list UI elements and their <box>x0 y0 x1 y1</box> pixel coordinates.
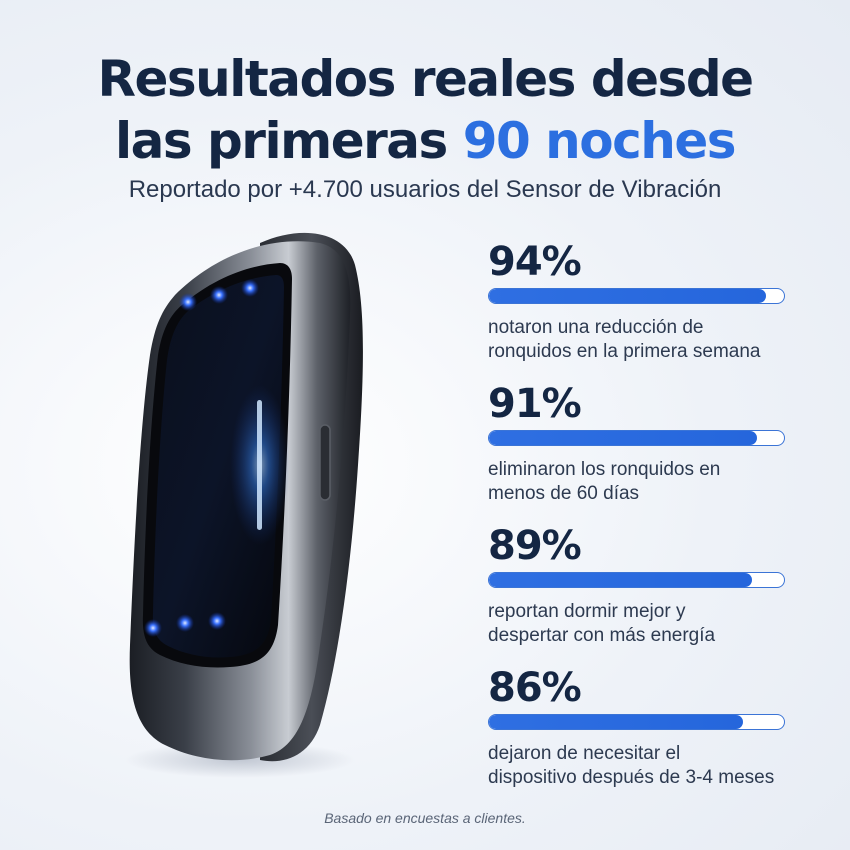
stat-description-line: reportan dormir mejor y <box>488 601 686 622</box>
title-line-1: Resultados reales desde <box>97 50 754 108</box>
stat-description: dejaron de necesitar el dispositivo desp… <box>488 742 818 790</box>
page-title: Resultados reales desde las primeras 90 … <box>0 48 850 172</box>
progress-bar-fill <box>489 715 743 729</box>
stat-description-line: ronquidos en la primera semana <box>488 341 761 362</box>
stat-description-line: menos de 60 días <box>488 483 640 504</box>
stat-item: 86% dejaron de necesitar el dispositivo … <box>488 664 808 790</box>
led-indicator <box>210 286 228 304</box>
title-line-2-prefix: las primeras <box>114 112 463 170</box>
stat-description: eliminaron los ronquidos en menos de 60 … <box>488 458 818 506</box>
stat-description: notaron una reducción de ronquidos en la… <box>488 316 818 364</box>
footnote: Basado en encuestas a clientes. <box>324 810 526 826</box>
progress-bar-fill <box>489 289 767 303</box>
progress-bar <box>488 430 785 446</box>
stat-item: 89% reportan dormir mejor y despertar co… <box>488 522 808 648</box>
progress-bar <box>488 288 785 304</box>
device-illustration <box>125 232 363 778</box>
title-line-2-accent: 90 noches <box>462 112 737 170</box>
stat-description-line: despertar con más energía <box>488 625 716 646</box>
led-indicator <box>179 293 197 311</box>
stat-description-line: dejaron de necesitar el <box>488 743 681 764</box>
stat-item: 91% eliminaron los ronquidos en menos de… <box>488 380 808 506</box>
stat-value: 91% <box>488 381 582 427</box>
progress-bar-fill <box>489 431 758 445</box>
stat-value: 94% <box>488 239 582 285</box>
device-side-button <box>319 424 331 501</box>
stat-description-line: dispositivo después de 3-4 meses <box>488 767 775 788</box>
progress-bar <box>488 714 785 730</box>
device-light-streak <box>257 400 262 530</box>
stat-description-line: notaron una reducción de <box>488 317 704 338</box>
stat-value: 86% <box>488 665 582 711</box>
led-indicator <box>208 612 226 630</box>
stat-description: reportan dormir mejor y despertar con má… <box>488 600 818 648</box>
progress-bar <box>488 572 785 588</box>
vibration-sensor-device-image <box>120 225 380 785</box>
stat-value: 89% <box>488 523 582 569</box>
progress-bar-fill <box>489 573 752 587</box>
device-screen <box>152 275 284 658</box>
led-indicator <box>241 279 259 297</box>
led-indicator <box>144 619 162 637</box>
led-indicator <box>176 614 194 632</box>
stat-item: 94% notaron una reducción de ronquidos e… <box>488 238 808 364</box>
stat-description-line: eliminaron los ronquidos en <box>488 459 721 480</box>
subtitle: Reportado por +4.700 usuarios del Sensor… <box>128 176 722 203</box>
